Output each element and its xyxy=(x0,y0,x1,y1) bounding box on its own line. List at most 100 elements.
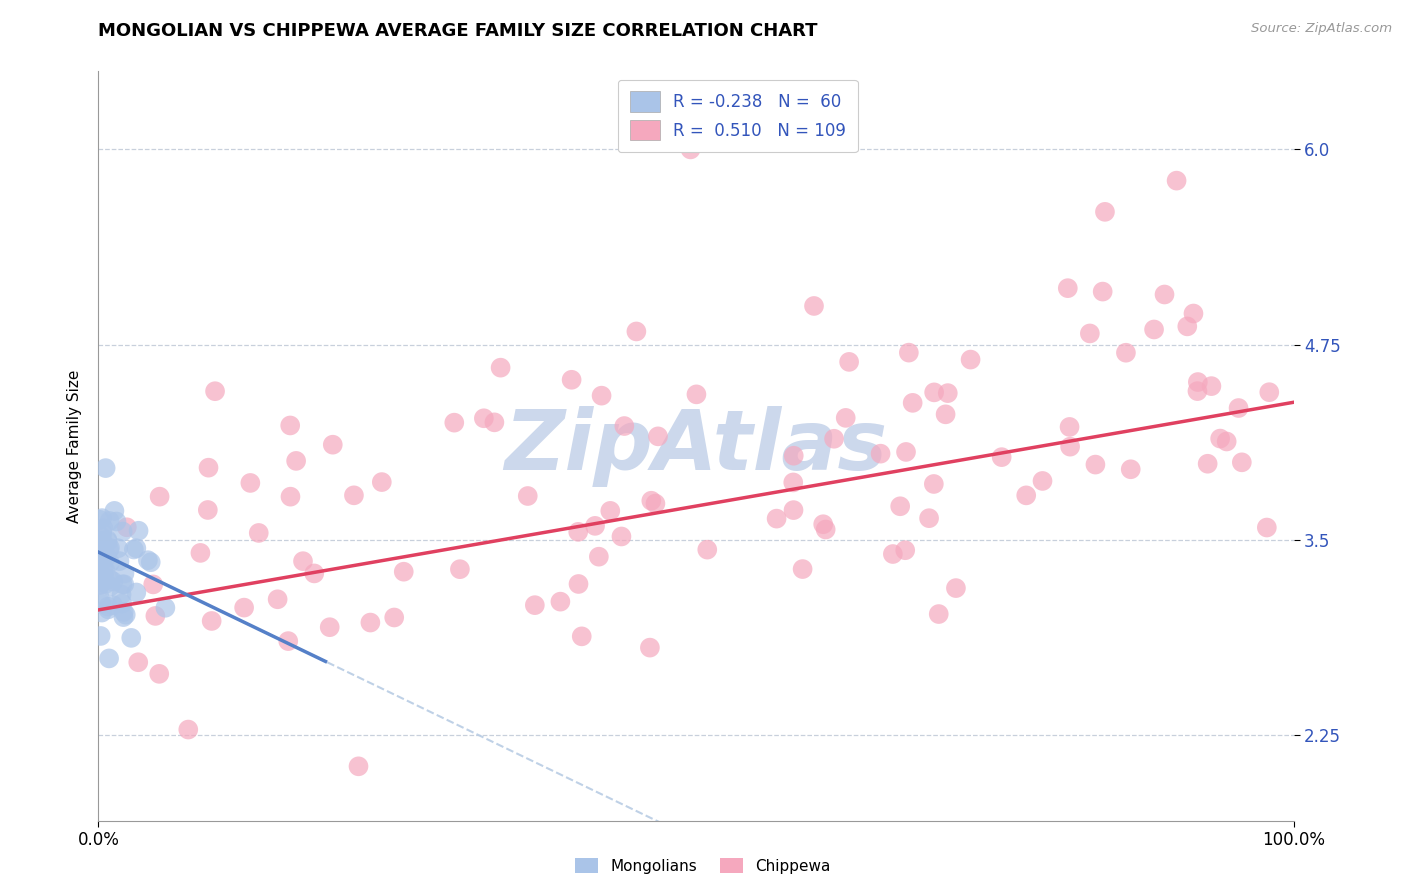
Point xyxy=(247,525,270,540)
Point xyxy=(347,759,370,773)
Point xyxy=(613,419,636,434)
Point xyxy=(89,556,111,570)
Point xyxy=(93,521,115,535)
Point xyxy=(128,524,150,538)
Point xyxy=(443,416,465,430)
Point xyxy=(89,538,111,552)
Point xyxy=(626,325,648,339)
Point xyxy=(1258,385,1281,400)
Point xyxy=(567,577,589,591)
Text: ZipAtlas: ZipAtlas xyxy=(505,406,887,486)
Point xyxy=(89,578,111,592)
Point xyxy=(869,447,891,461)
Point xyxy=(1256,520,1278,534)
Point xyxy=(1215,434,1237,449)
Point xyxy=(142,577,165,591)
Point xyxy=(201,614,224,628)
Point xyxy=(89,534,111,549)
Point xyxy=(1015,488,1038,502)
Point xyxy=(91,533,114,548)
Point xyxy=(489,360,512,375)
Point xyxy=(136,553,159,567)
Y-axis label: Average Family Size: Average Family Size xyxy=(67,369,83,523)
Point xyxy=(177,723,200,737)
Point xyxy=(647,429,669,443)
Text: MONGOLIAN VS CHIPPEWA AVERAGE FAMILY SIZE CORRELATION CHART: MONGOLIAN VS CHIPPEWA AVERAGE FAMILY SIZ… xyxy=(98,22,818,40)
Point xyxy=(111,597,134,611)
Point xyxy=(1119,462,1142,476)
Point xyxy=(835,410,858,425)
Point xyxy=(814,523,837,537)
Point xyxy=(1227,401,1250,415)
Point xyxy=(823,432,845,446)
Point xyxy=(98,651,121,665)
Point xyxy=(103,504,125,518)
Point xyxy=(90,596,112,610)
Point xyxy=(100,579,122,593)
Point xyxy=(103,574,125,589)
Point xyxy=(94,461,117,475)
Point xyxy=(90,543,112,558)
Point xyxy=(449,562,471,576)
Point xyxy=(484,415,506,429)
Point xyxy=(90,536,112,550)
Point xyxy=(561,373,583,387)
Point xyxy=(1175,319,1198,334)
Point xyxy=(97,602,120,616)
Point xyxy=(945,581,967,595)
Point xyxy=(935,407,957,421)
Point xyxy=(91,550,114,565)
Point xyxy=(90,606,112,620)
Point xyxy=(392,565,415,579)
Point xyxy=(644,497,666,511)
Point xyxy=(1166,174,1188,188)
Point xyxy=(93,563,115,577)
Point xyxy=(204,384,226,399)
Point xyxy=(304,566,326,581)
Point xyxy=(94,576,117,591)
Point xyxy=(610,529,633,543)
Point xyxy=(382,610,405,624)
Point xyxy=(765,511,787,525)
Point xyxy=(91,511,114,525)
Point xyxy=(94,563,117,577)
Point xyxy=(96,550,118,565)
Point xyxy=(98,541,121,555)
Point xyxy=(922,385,945,400)
Point xyxy=(105,515,128,529)
Point xyxy=(97,599,120,614)
Point xyxy=(1056,281,1078,295)
Point xyxy=(322,438,344,452)
Point xyxy=(1201,379,1223,393)
Point xyxy=(1187,375,1209,389)
Point xyxy=(114,566,136,581)
Point xyxy=(990,450,1012,464)
Point xyxy=(111,577,134,591)
Point xyxy=(89,528,111,542)
Point xyxy=(277,634,299,648)
Point xyxy=(89,590,111,604)
Point xyxy=(1084,458,1107,472)
Point xyxy=(783,449,806,463)
Point xyxy=(127,655,149,669)
Point xyxy=(882,547,904,561)
Point xyxy=(125,585,148,599)
Point xyxy=(1059,420,1081,434)
Point xyxy=(139,555,162,569)
Point xyxy=(120,631,142,645)
Point xyxy=(1230,455,1253,469)
Point xyxy=(239,475,262,490)
Point xyxy=(811,517,834,532)
Point xyxy=(959,352,981,367)
Point xyxy=(108,554,131,568)
Point xyxy=(89,570,111,584)
Point xyxy=(1143,322,1166,336)
Point xyxy=(98,542,121,557)
Point xyxy=(1209,432,1232,446)
Point xyxy=(278,418,301,433)
Point xyxy=(583,519,606,533)
Point xyxy=(197,503,219,517)
Point xyxy=(114,607,136,622)
Point xyxy=(1078,326,1101,341)
Point xyxy=(792,562,814,576)
